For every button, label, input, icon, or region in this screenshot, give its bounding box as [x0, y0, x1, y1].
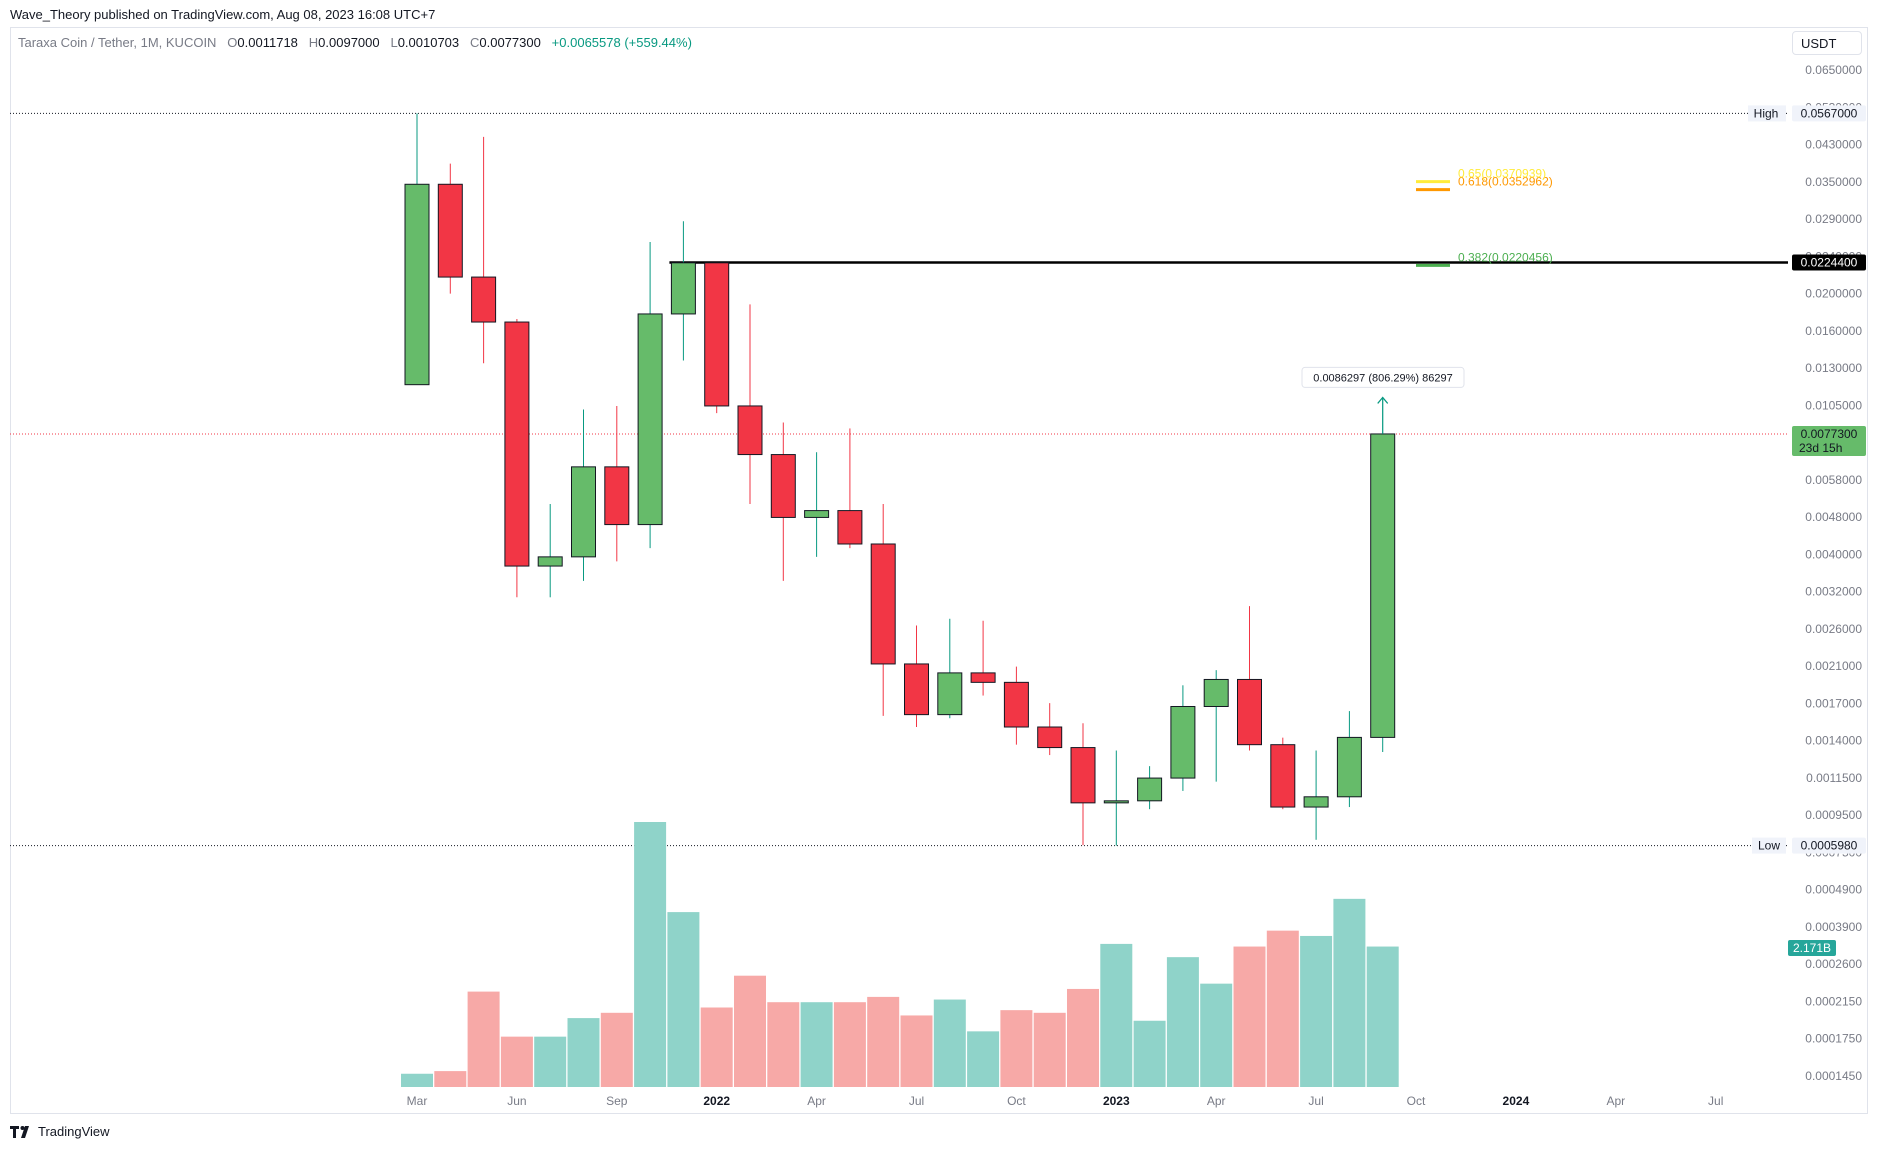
- change-value: +0.0065578 (+559.44%): [551, 35, 692, 50]
- tradingview-logo-icon: [10, 1125, 29, 1138]
- low-value: 0.0010703: [397, 35, 460, 50]
- symbol-name[interactable]: Taraxa Coin / Tether, 1M, KUCOIN: [18, 35, 217, 50]
- open-value: 0.0011718: [237, 35, 298, 50]
- symbol-legend: Taraxa Coin / Tether, 1M, KUCOIN O0.0011…: [18, 35, 692, 50]
- low-label: L: [390, 35, 398, 50]
- chart-frame: [10, 27, 1868, 1114]
- publisher-line: Wave_Theory published on TradingView.com…: [10, 7, 436, 22]
- footer-brand[interactable]: TradingView: [38, 1124, 110, 1139]
- high-label: H: [308, 35, 319, 50]
- high-value: 0.0097000: [318, 35, 380, 50]
- currency-button[interactable]: USDT: [1792, 31, 1862, 55]
- open-label: O: [227, 35, 238, 50]
- tradingview-footer: TradingView: [10, 1124, 110, 1139]
- close-label: C: [469, 35, 480, 50]
- close-value: 0.0077300: [479, 35, 541, 50]
